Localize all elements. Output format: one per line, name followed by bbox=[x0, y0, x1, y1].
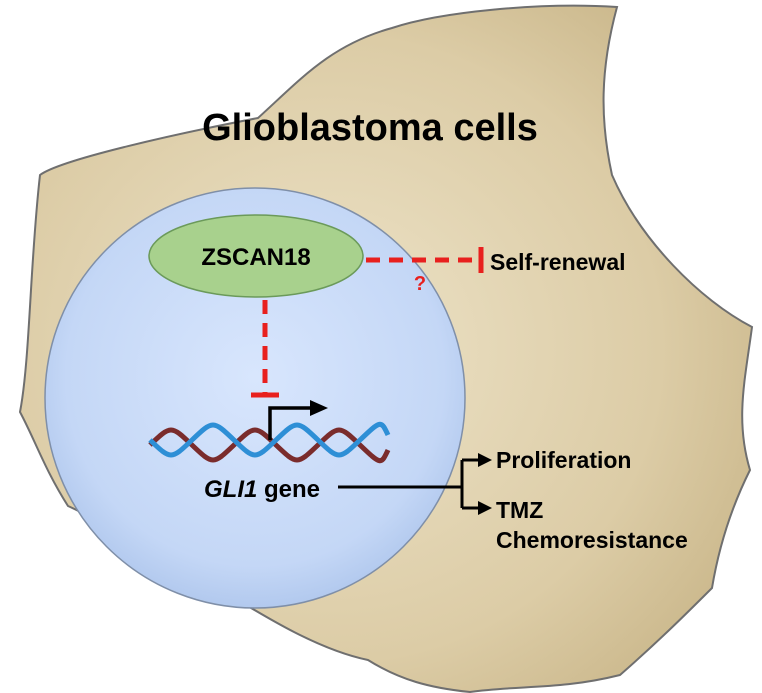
gli1-gene-suffix: gene bbox=[257, 476, 320, 503]
self-renewal-label: Self-renewal bbox=[490, 249, 626, 275]
gli1-effect-arrows bbox=[338, 453, 492, 515]
zscan18-protein bbox=[148, 214, 364, 298]
chemoresistance-label: Chemoresistance bbox=[496, 527, 688, 553]
gli1-gene-name: GLI1 bbox=[204, 476, 257, 503]
diagram-title: Glioblastoma cells bbox=[202, 107, 538, 149]
proliferation-label: Proliferation bbox=[496, 447, 631, 473]
zscan18-label: ZSCAN18 bbox=[201, 244, 310, 271]
uncertain-link-mark: ? bbox=[414, 273, 426, 295]
dna-helix bbox=[148, 421, 391, 464]
transcription-start-arrow bbox=[268, 406, 312, 440]
gli1-gene-label: GLI1 gene bbox=[204, 476, 320, 503]
nucleus bbox=[44, 187, 466, 609]
transcription-arrowhead bbox=[310, 400, 328, 416]
tmz-label: TMZ bbox=[496, 497, 543, 523]
